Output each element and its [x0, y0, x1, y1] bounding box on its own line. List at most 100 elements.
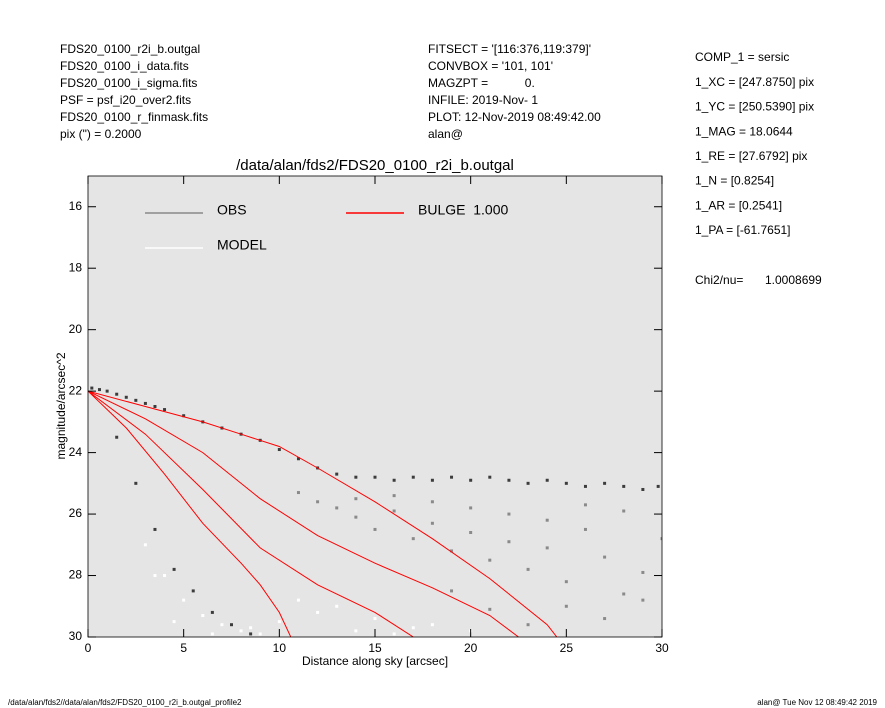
data-point — [296, 457, 300, 461]
data-point — [153, 574, 157, 578]
header-middle-line: MAGZPT = 0. — [428, 76, 535, 90]
data-point — [450, 475, 454, 479]
data-point — [583, 503, 587, 507]
chi2-value: 1.0008699 — [765, 273, 822, 287]
data-point — [526, 481, 530, 485]
header-left-line: FDS20_0100_i_data.fits — [60, 59, 189, 73]
header-left-line: PSF = psf_i20_over2.fits — [60, 93, 191, 107]
data-point — [373, 475, 377, 479]
data-point — [354, 515, 358, 519]
fit-parameter: COMP_1 = sersic — [695, 50, 789, 64]
x-tick-label: 0 — [85, 641, 92, 655]
y-tick-label: 20 — [69, 322, 83, 336]
data-point — [115, 435, 119, 439]
data-point — [191, 589, 195, 593]
data-point — [641, 570, 645, 574]
header-left-line: pix (") = 0.2000 — [60, 127, 142, 141]
y-tick-label: 18 — [69, 260, 83, 274]
data-point — [335, 472, 339, 476]
data-point — [143, 543, 147, 547]
fit-parameter: 1_RE = [27.6792] pix — [695, 149, 807, 163]
data-point — [583, 484, 587, 488]
data-point — [488, 607, 492, 611]
x-tick-label: 20 — [464, 641, 478, 655]
data-point — [488, 475, 492, 479]
fit-parameter: 1_PA = [-61.7651] — [695, 223, 791, 237]
x-axis-label: Distance along sky [arcsec] — [302, 654, 448, 668]
data-point — [583, 527, 587, 531]
data-point — [411, 475, 415, 479]
header-middle-line: INFILE: 2019-Nov- 1 — [428, 93, 538, 107]
data-point — [545, 478, 549, 482]
data-point — [172, 567, 176, 571]
data-point — [172, 620, 176, 624]
data-point — [210, 610, 214, 614]
y-tick-label: 24 — [69, 445, 83, 459]
fit-parameter: 1_XC = [247.8750] pix — [695, 75, 814, 89]
data-point — [258, 632, 262, 636]
data-point — [97, 388, 101, 392]
x-tick-label: 10 — [273, 641, 287, 655]
data-point — [392, 509, 396, 513]
data-point — [641, 487, 645, 491]
data-point — [603, 481, 607, 485]
data-point — [210, 632, 214, 636]
data-point — [115, 392, 119, 396]
data-point — [411, 537, 415, 541]
data-point — [430, 500, 434, 504]
data-point — [411, 626, 415, 630]
x-tick-label: 30 — [655, 641, 669, 655]
header-middle-line: FITSECT = '[116:376,119:379]' — [428, 42, 591, 56]
data-point — [507, 540, 511, 544]
data-point — [335, 506, 339, 510]
data-point — [373, 527, 377, 531]
y-tick-label: 22 — [69, 383, 83, 397]
data-point — [469, 506, 473, 510]
x-tick-label: 5 — [180, 641, 187, 655]
data-point — [450, 589, 454, 593]
chart-title: /data/alan/fds2/FDS20_0100_r2i_b.outgal — [236, 157, 514, 174]
data-point — [163, 408, 167, 412]
data-point — [230, 623, 233, 627]
data-point — [277, 620, 281, 624]
x-tick-label: 25 — [560, 641, 574, 655]
data-point — [220, 623, 224, 627]
footer-left: /data/alan/fds2//data/alan/fds2/FDS20_01… — [8, 698, 242, 707]
chi2-label: Chi2/nu= — [695, 273, 743, 287]
header-left-line: FDS20_0100_i_sigma.fits — [60, 76, 197, 90]
data-point — [392, 478, 396, 482]
y-axis-label: magnitude/arcsec^2 — [54, 352, 68, 459]
y-tick-label: 30 — [69, 629, 83, 643]
y-tick-label: 26 — [69, 506, 83, 520]
data-point — [182, 414, 186, 418]
data-point — [450, 549, 454, 553]
data-point — [622, 484, 626, 488]
data-point — [296, 598, 300, 602]
plot-area — [88, 176, 662, 637]
data-point — [90, 386, 94, 390]
header-middle-line: alan@ — [428, 127, 463, 141]
data-point — [430, 521, 434, 525]
data-point — [143, 401, 147, 405]
data-point — [488, 558, 492, 562]
data-point — [545, 546, 549, 550]
data-point — [354, 629, 358, 633]
data-point — [564, 604, 568, 608]
data-point — [526, 623, 530, 627]
header-middle-line: CONVBOX = '101, 101' — [428, 59, 553, 73]
data-point — [105, 389, 109, 393]
data-point — [249, 626, 253, 630]
data-point — [124, 395, 128, 399]
data-point — [430, 623, 434, 627]
data-point — [163, 574, 167, 578]
data-point — [622, 592, 626, 596]
data-point — [660, 537, 662, 541]
data-point — [526, 567, 530, 571]
data-point — [392, 632, 396, 636]
header-middle-line: PLOT: 12-Nov-2019 08:49:42.00 — [428, 110, 601, 124]
data-point — [201, 613, 205, 617]
data-point — [603, 555, 607, 559]
data-point — [316, 500, 320, 504]
data-point — [469, 478, 473, 482]
